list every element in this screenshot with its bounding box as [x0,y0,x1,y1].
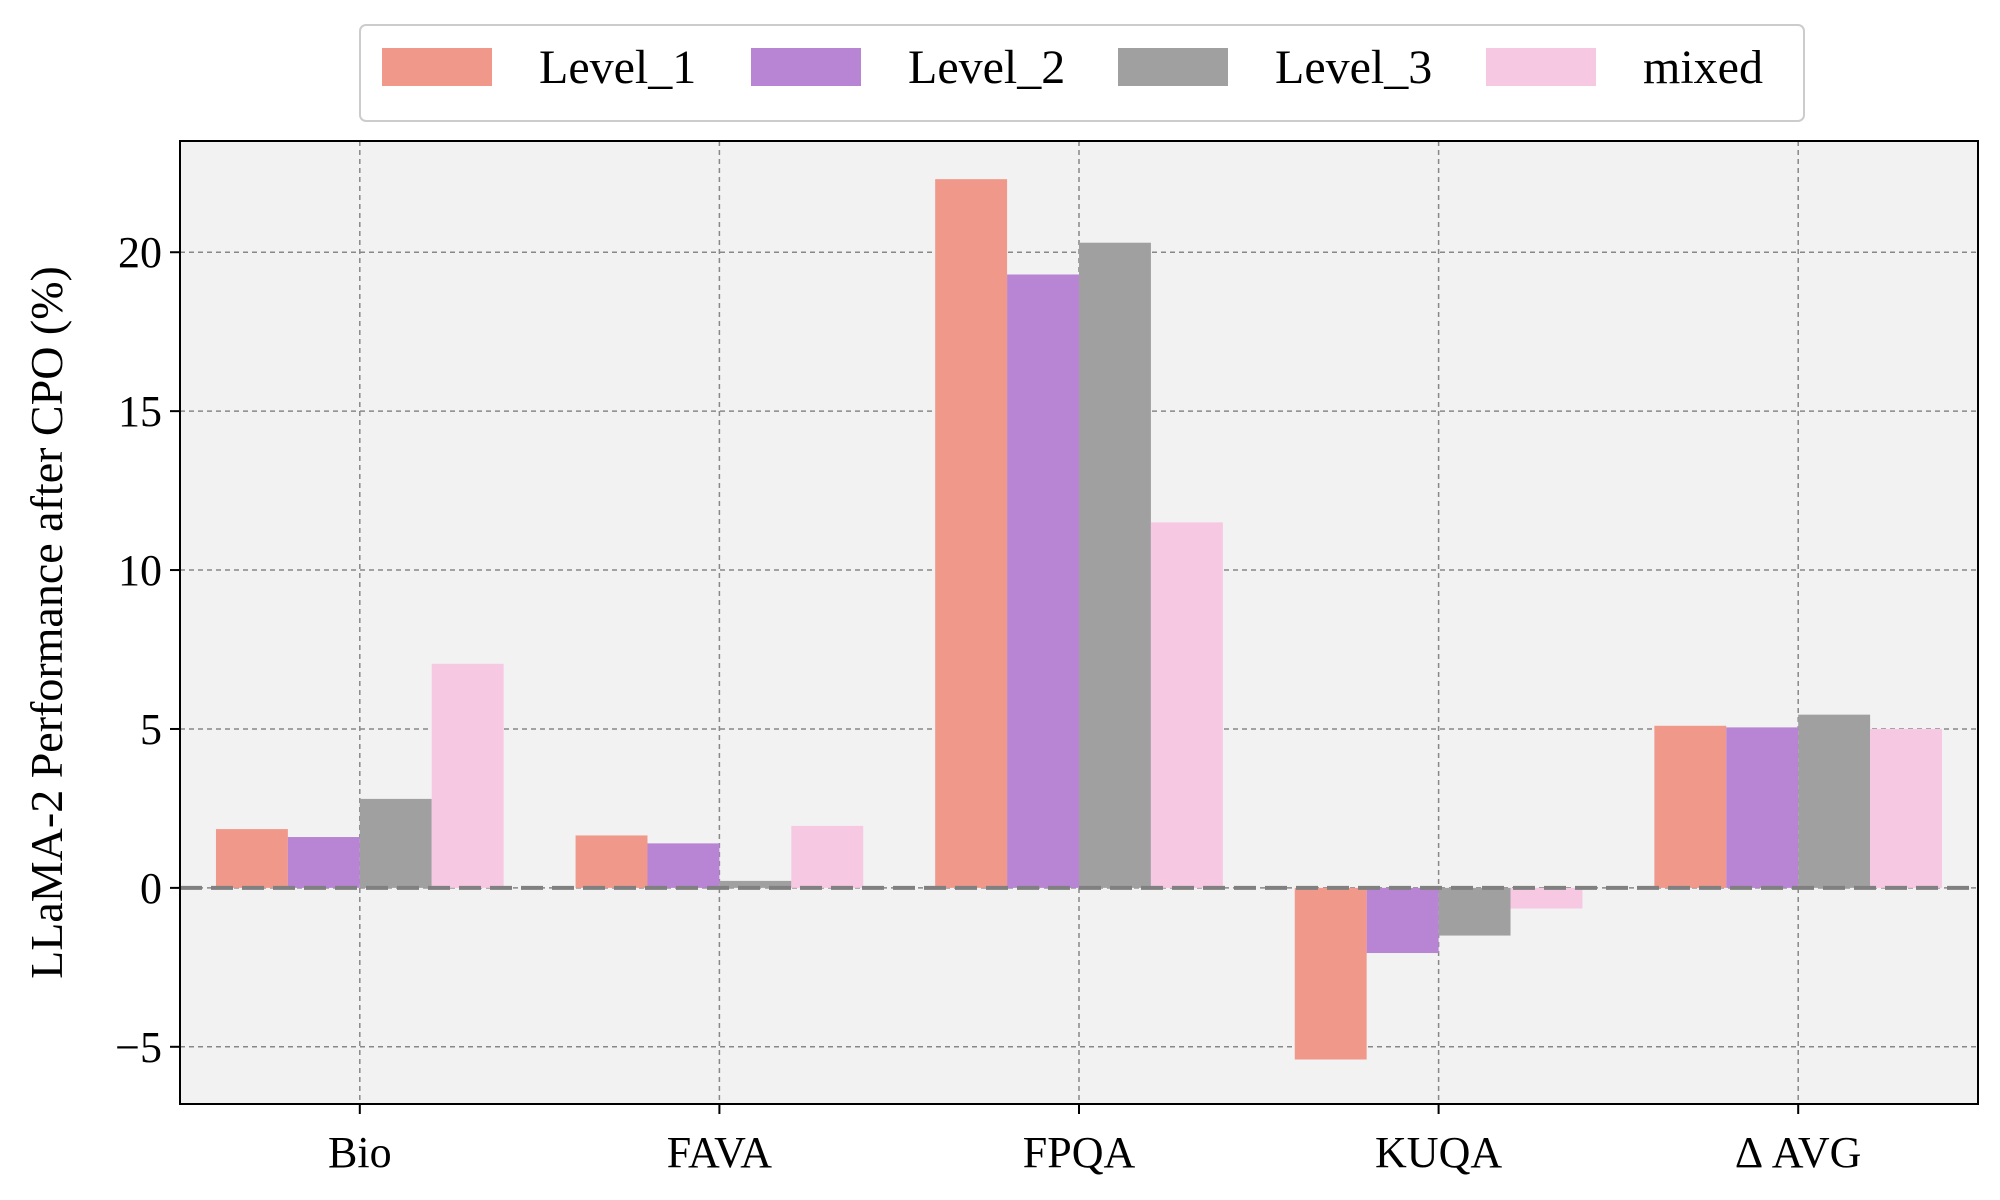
bar-mixed-fava [791,825,864,888]
bar-level-3-fava [719,880,792,888]
bar-level-2-fpqa [1007,274,1079,888]
x-tick-label-avg: Δ AVG [1735,1128,1862,1177]
y-tick-label: 20 [118,228,162,277]
bar-mixed-fpqa [1150,522,1223,888]
y-axis-title: LLaMA-2 Performance after CPO (%) [21,266,72,979]
bar-level-1-fava [575,835,648,888]
bar-level-1-avg [1654,725,1727,888]
x-tick-label-fava: FAVA [667,1128,772,1177]
y-tick-label: 15 [118,387,162,436]
legend-swatch-level-2 [751,48,861,86]
bar-level-3-avg [1798,714,1871,888]
legend-label-level-3: Level_3 [1275,41,1432,94]
bar-mixed-kuqa [1510,887,1583,909]
bar-level-3-kuqa [1438,887,1511,936]
x-tick-label-kuqa: KUQA [1375,1128,1502,1177]
bar-level-2-kuqa [1366,887,1439,954]
bar-level-3-bio [359,798,432,888]
bar-level-1-fpqa [935,179,1008,888]
bar-mixed-avg [1870,728,1943,888]
legend-label-level-2: Level_2 [908,41,1065,94]
x-tick-label-bio: Bio [328,1128,392,1177]
bar-level-1-kuqa [1294,887,1367,1060]
legend-swatch-level-3 [1118,48,1228,86]
bar-level-1-bio [215,829,288,888]
x-tick-label-fpqa: FPQA [1023,1128,1136,1177]
bar-level-3-fpqa [1079,242,1151,888]
legend-label-level-1: Level_1 [539,41,696,94]
bar-mixed-bio [431,663,504,888]
y-tick-label: 0 [140,864,162,913]
legend: Level_1 Level_2 Level_3 mixed [359,24,1805,122]
y-tick-label: 5 [140,705,162,754]
bar-level-2-avg [1726,727,1799,888]
legend-swatch-level-1 [382,48,492,86]
legend-label-mixed: mixed [1643,41,1763,94]
legend-box [359,24,1805,122]
bar-level-2-fava [647,843,720,888]
bars [215,179,1943,1060]
axis-ticks: −5 0 5 10 15 20 Bio FAVA FPQA KUQA Δ AVG [115,228,1861,1177]
bar-level-2-bio [287,837,360,888]
y-tick-label: 10 [118,546,162,595]
y-tick-label: −5 [115,1023,162,1072]
legend-swatch-mixed [1486,48,1596,86]
